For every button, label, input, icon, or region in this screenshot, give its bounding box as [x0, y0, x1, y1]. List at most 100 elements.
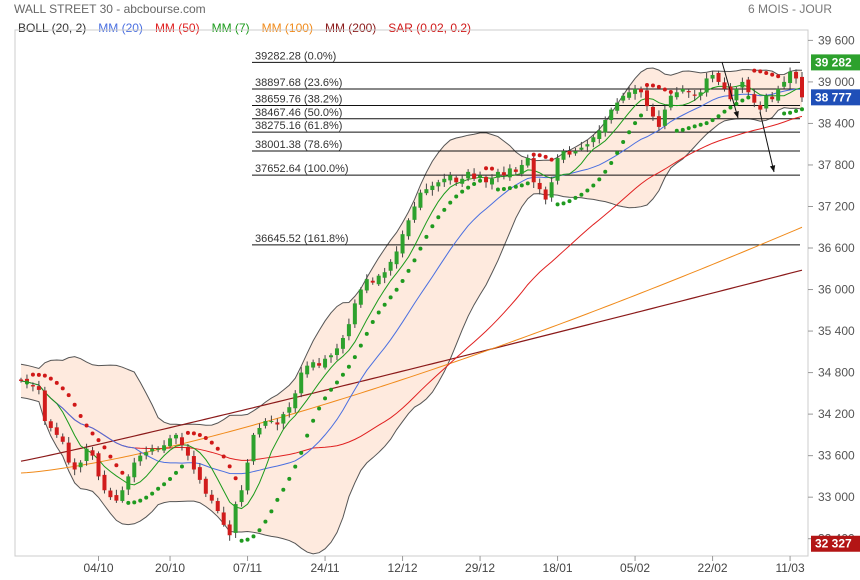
fib-label: 38897.68 (23.6%) — [255, 77, 342, 89]
sar-dot — [782, 111, 787, 116]
sar-dot — [42, 373, 47, 378]
sar-dot — [90, 431, 95, 436]
candle-body — [710, 74, 715, 79]
sar-dot — [346, 364, 351, 369]
chart-title: WALL STREET 30 - abcbourse.com — [14, 2, 206, 16]
sar-dot — [597, 177, 602, 182]
sar-dot — [567, 199, 572, 204]
price-badge-label: 38 777 — [815, 90, 852, 104]
sar-dot — [287, 476, 292, 481]
sar-dot — [179, 464, 184, 469]
sar-dot — [108, 454, 113, 459]
candle-body — [764, 95, 769, 109]
sar-dot — [203, 435, 208, 440]
candle-body — [627, 92, 632, 98]
y-tick-label: 33 000 — [818, 490, 855, 504]
candle-body — [633, 88, 638, 94]
candle-body — [287, 407, 292, 413]
candle-body — [257, 427, 262, 435]
sar-dot — [197, 433, 202, 438]
sar-dot — [150, 491, 155, 496]
sar-dot — [96, 438, 101, 443]
candle-body — [424, 189, 429, 194]
candle-body — [555, 158, 560, 181]
candle-body — [394, 251, 399, 265]
candle-body — [442, 178, 447, 183]
trend-arrows — [721, 61, 776, 173]
candle-body — [90, 450, 95, 456]
candle-body — [185, 446, 190, 456]
candle-body — [275, 422, 280, 425]
sar-dot — [764, 71, 769, 76]
candle-body — [293, 393, 298, 409]
candle-body — [698, 92, 703, 96]
candle-body — [239, 490, 244, 503]
candle-body — [96, 453, 101, 477]
sar-dot — [311, 418, 316, 423]
legend-item[interactable]: MM (50) — [154, 21, 200, 35]
legend-item[interactable]: MM (100) — [261, 21, 313, 35]
sar-dot — [674, 128, 679, 133]
bollinger-bands — [20, 67, 803, 555]
candle-body — [549, 182, 554, 198]
candle-body — [209, 494, 214, 501]
candle-body — [644, 90, 649, 107]
candle-body — [382, 272, 387, 278]
candle-body — [317, 363, 322, 366]
sar-dot — [489, 166, 494, 171]
candle-body — [84, 448, 89, 462]
candle-body — [412, 206, 417, 220]
sar-dot — [132, 500, 137, 505]
sar-dot — [251, 534, 256, 539]
price-badge-label: 39 282 — [815, 55, 852, 69]
sar-dot — [436, 215, 441, 220]
candle-body — [179, 437, 184, 446]
candle-body — [340, 337, 345, 349]
sar-dot — [30, 372, 35, 377]
legend-item[interactable]: MM (7) — [211, 21, 250, 35]
sar-dot — [650, 83, 655, 88]
candle-body — [305, 365, 310, 375]
candle-body — [472, 173, 477, 179]
y-tick-label: 39 000 — [818, 75, 855, 89]
sar-dot — [633, 121, 638, 126]
candle-body — [782, 81, 787, 87]
legend-item[interactable]: MM (20) — [98, 21, 143, 35]
candle-body — [561, 151, 566, 160]
sar-dot — [317, 406, 322, 411]
legend-item[interactable]: MM (200) — [324, 21, 377, 35]
candle-body — [531, 158, 536, 183]
sar-dot — [722, 109, 727, 114]
sar-dot — [174, 470, 179, 475]
sar-dot — [24, 380, 29, 385]
candle-body — [30, 385, 35, 387]
period-label[interactable]: 6 MOIS - JOUR — [747, 2, 832, 16]
candle-body — [543, 189, 548, 200]
trend-arrow — [759, 111, 775, 173]
candle-body — [746, 79, 751, 93]
legend-item[interactable]: SAR (0.02, 0.2) — [388, 21, 472, 35]
fib-label: 38659.76 (38.2%) — [255, 93, 342, 105]
candle-body — [144, 452, 149, 456]
sar-dot — [84, 423, 89, 428]
x-tick-label: 18/01 — [543, 561, 573, 575]
sar-dot — [800, 107, 804, 112]
candle-body — [603, 119, 608, 133]
fib-label: 37652.64 (100.0%) — [255, 163, 349, 175]
legend-item[interactable]: BOLL (20, 2) — [18, 21, 87, 35]
y-tick-label: 34 800 — [818, 366, 855, 380]
candle-body — [329, 355, 334, 358]
candle-body — [346, 324, 351, 337]
sar-dot — [525, 181, 530, 186]
candle-body — [579, 147, 584, 150]
sar-dot — [686, 126, 691, 131]
x-tick-label: 24/11 — [310, 561, 339, 575]
sar-dot — [507, 186, 512, 191]
x-tick-label: 04/10 — [83, 561, 113, 575]
sar-dot — [281, 487, 286, 492]
sar-dot — [102, 445, 107, 450]
candle-body — [794, 71, 799, 79]
sar-dot — [263, 519, 268, 524]
x-tick-label: 20/10 — [155, 561, 185, 575]
